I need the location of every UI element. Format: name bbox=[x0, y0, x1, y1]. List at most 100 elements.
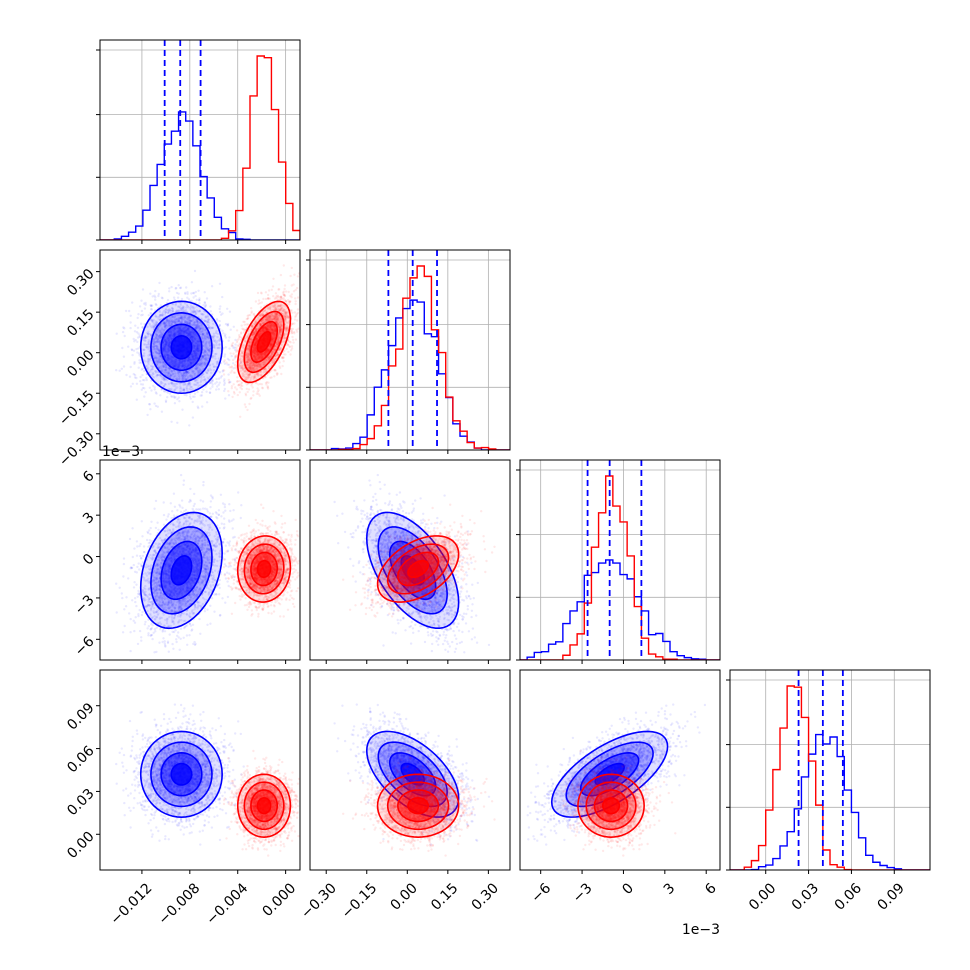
scatter-point-blue bbox=[185, 371, 188, 374]
scatter-point-blue bbox=[211, 378, 214, 381]
scatter-point-blue bbox=[180, 315, 183, 318]
scatter-point-blue bbox=[122, 326, 125, 329]
scatter-point-blue bbox=[175, 318, 178, 321]
scatter-point-blue bbox=[156, 340, 160, 343]
scatter-point-blue bbox=[177, 377, 181, 381]
scatter-point-blue bbox=[149, 292, 152, 295]
scatter-point-blue bbox=[175, 364, 178, 367]
scatter-point-blue bbox=[200, 335, 204, 338]
scatter-point-blue bbox=[168, 290, 171, 293]
scatter-point-blue bbox=[156, 335, 159, 338]
scatter-point-blue bbox=[154, 341, 157, 344]
scatter-point-blue bbox=[220, 374, 223, 378]
scatter-point-blue bbox=[193, 357, 197, 360]
scatter-point-blue bbox=[194, 341, 198, 345]
scatter-point-blue bbox=[197, 369, 200, 372]
scatter-point-blue bbox=[190, 331, 193, 334]
scatter-point-blue bbox=[200, 356, 204, 359]
scatter-point-blue bbox=[182, 331, 185, 335]
scatter-point-blue bbox=[172, 331, 176, 334]
scatter-point-blue bbox=[154, 302, 157, 306]
scatter-point-blue bbox=[159, 355, 162, 358]
scatter-point-red bbox=[266, 385, 269, 388]
scatter-point-blue bbox=[188, 382, 191, 385]
scatter-point-blue bbox=[198, 302, 201, 305]
scatter-point-blue bbox=[194, 344, 197, 347]
scatter-point-blue bbox=[169, 374, 172, 377]
scatter-point-blue bbox=[143, 379, 146, 382]
scatter-point-blue bbox=[150, 304, 153, 307]
scatter-point-blue bbox=[162, 376, 165, 380]
scatter-point-blue bbox=[187, 359, 190, 362]
scatter-point-blue bbox=[143, 352, 146, 355]
scatter-point-blue bbox=[222, 360, 225, 363]
scatter-point-blue bbox=[228, 381, 231, 384]
scatter-point-blue bbox=[178, 362, 182, 365]
scatter-point-blue bbox=[182, 382, 185, 385]
scatter-point-blue bbox=[185, 370, 189, 374]
scatter-point-blue bbox=[216, 319, 219, 322]
scatter-point-blue bbox=[131, 353, 134, 357]
scatter-point-blue bbox=[180, 360, 184, 363]
scatter-point-red bbox=[260, 292, 263, 295]
scatter-point-blue bbox=[197, 381, 200, 384]
scatter-point-red bbox=[282, 290, 286, 293]
scatter-point-blue bbox=[208, 348, 211, 351]
scatter-point-blue bbox=[178, 375, 181, 379]
scatter-point-blue bbox=[178, 313, 181, 316]
scatter-point-blue bbox=[193, 309, 196, 313]
scatter-point-blue bbox=[175, 286, 178, 290]
scatter-point-blue bbox=[203, 363, 207, 366]
scatter-point-blue bbox=[196, 319, 199, 323]
scatter-point-blue bbox=[167, 333, 171, 336]
scatter-point-blue bbox=[160, 333, 164, 336]
scatter-point-blue bbox=[166, 341, 169, 345]
scatter-point-blue bbox=[168, 319, 171, 322]
scatter-point-blue bbox=[160, 381, 163, 384]
scatter-point-blue bbox=[140, 299, 143, 302]
scatter-point-blue bbox=[181, 408, 184, 411]
scatter-point-blue bbox=[173, 332, 176, 336]
scatter-point-blue bbox=[162, 364, 165, 367]
scatter-point-blue bbox=[164, 365, 168, 369]
scatter-point-blue bbox=[151, 326, 154, 329]
scatter-point-blue bbox=[180, 314, 183, 317]
scatter-point-blue bbox=[194, 318, 198, 321]
scatter-point-blue bbox=[166, 350, 169, 353]
scatter-point-blue bbox=[170, 369, 174, 372]
scatter-point-blue bbox=[197, 343, 200, 346]
scatter-point-blue bbox=[180, 297, 184, 301]
scatter-point-blue bbox=[228, 347, 231, 350]
scatter-point-blue bbox=[179, 321, 183, 324]
scatter-point-blue bbox=[149, 333, 152, 336]
scatter-point-blue bbox=[151, 319, 154, 322]
scatter-point-blue bbox=[198, 363, 202, 366]
scatter-point-red bbox=[276, 294, 279, 297]
scatter-point-red bbox=[267, 289, 271, 292]
scatter-point-blue bbox=[190, 353, 193, 356]
scatter-point-blue bbox=[206, 369, 210, 373]
scatter-point-blue bbox=[223, 387, 227, 391]
scatter-point-blue bbox=[190, 358, 193, 361]
scatter-point-blue bbox=[148, 403, 151, 406]
scatter-point-blue bbox=[177, 327, 180, 330]
scatter-point-blue bbox=[172, 329, 175, 332]
scatter-point-blue bbox=[204, 304, 207, 308]
scatter-point-blue bbox=[234, 348, 237, 352]
scatter-point-blue bbox=[192, 332, 195, 335]
scatter-point-red bbox=[291, 311, 294, 314]
scatter-point-blue bbox=[144, 360, 147, 363]
scatter-point-red bbox=[279, 273, 283, 277]
scatter-point-blue bbox=[212, 345, 215, 349]
scatter-point-blue bbox=[129, 326, 132, 330]
scatter-point-blue bbox=[167, 372, 170, 375]
scatter-point-blue bbox=[132, 337, 135, 341]
scatter-point-blue bbox=[196, 371, 200, 374]
scatter-point-blue bbox=[188, 316, 191, 320]
scatter-point-blue bbox=[115, 332, 118, 335]
scatter-point-blue bbox=[201, 333, 205, 336]
scatter-point-blue bbox=[197, 289, 200, 292]
scatter-point-blue bbox=[192, 311, 195, 314]
scatter-point-blue bbox=[162, 345, 165, 348]
scatter-point-blue bbox=[203, 378, 207, 381]
